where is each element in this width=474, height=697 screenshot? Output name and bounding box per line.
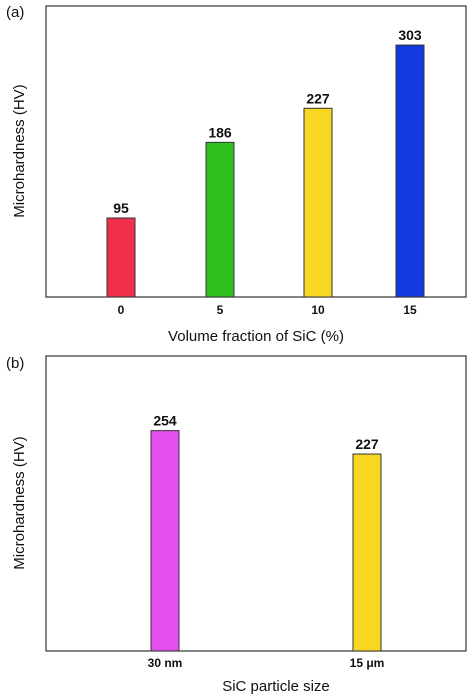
data-label: 186 bbox=[208, 124, 232, 140]
panel-b-letter: (b) bbox=[6, 355, 24, 372]
bar-10 bbox=[303, 107, 333, 298]
x-tick-label: 15 μm bbox=[350, 656, 385, 670]
bar-30-nm bbox=[150, 430, 180, 652]
panel-b-x-axis-title: SiC particle size bbox=[222, 678, 330, 695]
bar-15 bbox=[395, 44, 425, 298]
panel-b-plot-frame bbox=[45, 355, 467, 652]
panel-a-y-axis-title: Microhardness (HV) bbox=[11, 84, 28, 217]
x-tick-label: 15 bbox=[403, 303, 417, 317]
x-tick-label: 0 bbox=[118, 303, 125, 317]
bar-15-μm bbox=[352, 453, 382, 652]
bar-0 bbox=[106, 217, 136, 298]
data-label: 254 bbox=[153, 413, 177, 429]
panel-a-plot-frame bbox=[45, 5, 467, 298]
panel-a-x-axis-title: Volume fraction of SiC (%) bbox=[168, 328, 344, 345]
data-label: 227 bbox=[355, 436, 379, 452]
x-tick-label: 5 bbox=[217, 303, 224, 317]
panel-a-letter: (a) bbox=[6, 4, 24, 21]
bar-5 bbox=[205, 141, 235, 298]
chart-panel-a: (a) Microhardness (HV) Volume fraction o… bbox=[6, 4, 467, 345]
data-label: 95 bbox=[113, 200, 129, 216]
chart-panel-b: (b) Microhardness (HV) SiC particle size… bbox=[6, 355, 467, 695]
data-label: 227 bbox=[306, 90, 330, 106]
panel-a-bars: 95 0 186 5 227 10 303 15 bbox=[106, 27, 425, 317]
data-label: 303 bbox=[398, 27, 422, 43]
x-tick-label: 10 bbox=[311, 303, 325, 317]
x-tick-label: 30 nm bbox=[148, 656, 183, 670]
panel-b-bars: 254 30 nm 227 15 μm bbox=[148, 413, 385, 670]
panel-b-y-axis-title: Microhardness (HV) bbox=[11, 436, 28, 569]
